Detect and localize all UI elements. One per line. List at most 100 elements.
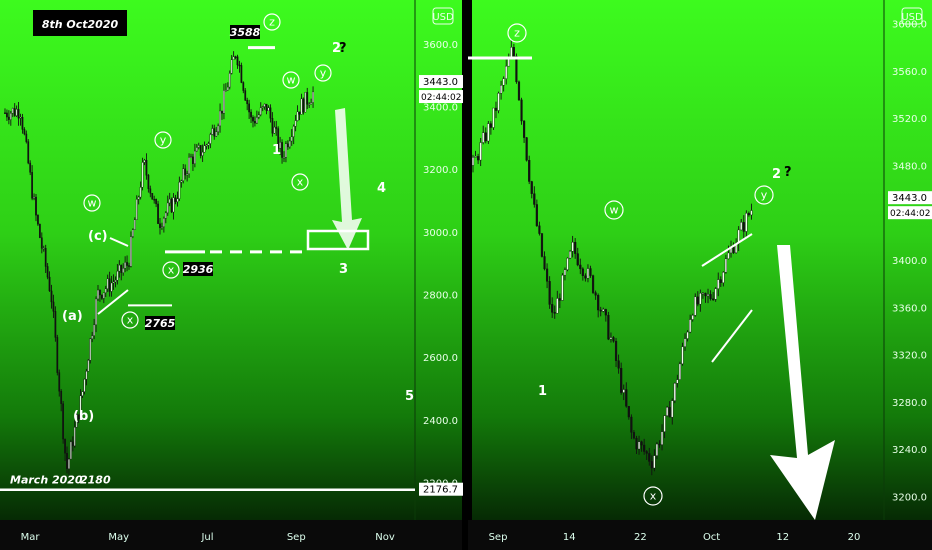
wave-label: y: [754, 185, 774, 205]
candle: [290, 129, 293, 146]
candle-body: [627, 406, 630, 418]
candle-body: [683, 338, 687, 347]
candle: [484, 127, 487, 144]
candle: [666, 405, 669, 417]
candle: [594, 290, 597, 300]
candle-body: [545, 268, 549, 282]
candle-body: [124, 262, 127, 269]
question-mark: ?: [784, 165, 792, 180]
candle-body: [622, 389, 625, 393]
candle: [312, 86, 314, 108]
candle: [197, 142, 200, 150]
candle-body: [719, 279, 722, 283]
candle-body: [717, 279, 720, 289]
candle: [254, 116, 256, 127]
candle: [91, 331, 94, 343]
candle-body: [589, 268, 592, 276]
candle-body: [285, 143, 287, 158]
candle-body: [635, 437, 638, 450]
candle: [648, 447, 651, 466]
candle: [591, 274, 595, 295]
candle: [500, 80, 503, 100]
candle-body: [157, 203, 159, 224]
candle: [79, 389, 82, 420]
candle: [131, 228, 134, 239]
candle: [706, 288, 710, 304]
candle-body: [217, 125, 220, 132]
candle-body: [118, 264, 121, 272]
candle: [184, 164, 187, 180]
plot-area: [468, 0, 884, 520]
candle: [740, 218, 743, 231]
candle-body: [579, 264, 582, 270]
candle-body: [52, 301, 55, 312]
candle-body: [704, 292, 707, 297]
candle: [46, 263, 49, 280]
candle-body: [489, 123, 492, 128]
candle-body: [130, 236, 132, 267]
candle: [492, 107, 495, 130]
candle-body: [151, 193, 154, 200]
candle: [62, 400, 65, 444]
candle: [178, 176, 181, 201]
candle-body: [29, 162, 32, 173]
wave-label-text: z: [269, 16, 275, 29]
candle: [120, 264, 123, 281]
candle: [686, 330, 689, 342]
down-arrow: [770, 245, 835, 520]
candle-body: [706, 294, 710, 297]
candle-body: [91, 335, 94, 340]
candle: [261, 105, 264, 112]
timer-tag: [419, 90, 463, 104]
candle: [479, 137, 482, 167]
candle: [599, 306, 602, 317]
candle: [489, 121, 492, 135]
wave-text-label: 1: [538, 384, 547, 399]
candle: [269, 104, 272, 123]
candle-body: [279, 142, 282, 149]
candle: [25, 130, 28, 144]
candle-body: [236, 56, 239, 66]
candle: [285, 141, 287, 163]
wave-label: w: [282, 71, 300, 89]
candle-body: [265, 103, 268, 111]
candle-body: [6, 112, 8, 118]
candle: [292, 124, 295, 145]
candle: [141, 157, 144, 191]
candle-body: [658, 443, 661, 446]
candle-body: [201, 151, 204, 156]
candle-body: [474, 156, 477, 158]
candle-body: [556, 298, 559, 314]
candle: [27, 139, 30, 165]
candle: [714, 287, 717, 302]
x-tick-label: 20: [848, 532, 861, 543]
candle: [135, 195, 138, 221]
candle-body: [500, 84, 503, 94]
wave-text-label: 1: [272, 143, 281, 158]
x-tick-label: Sep: [489, 532, 508, 543]
candle-body: [122, 268, 125, 273]
candle-body: [131, 229, 134, 237]
candle: [193, 143, 196, 168]
currency-badge: [901, 7, 923, 25]
candle: [116, 264, 119, 285]
candle-body: [522, 120, 526, 138]
candle-body: [653, 455, 656, 469]
candle: [162, 216, 165, 233]
wave-label-text: y: [160, 134, 167, 147]
candle-body: [87, 360, 90, 372]
candle: [487, 120, 490, 145]
candle: [124, 256, 127, 273]
price-tag-value: 3443.0: [423, 77, 458, 88]
candle: [300, 93, 303, 115]
wave-circle: [314, 64, 332, 82]
candle-body: [7, 116, 10, 120]
candle: [226, 82, 229, 91]
candle-body: [137, 196, 140, 200]
candle-body: [566, 257, 569, 270]
x-tick-label: 12: [776, 532, 789, 543]
candle-body: [269, 107, 272, 119]
candle-body: [100, 294, 103, 299]
candle-body: [215, 131, 218, 137]
candle: [568, 250, 572, 260]
